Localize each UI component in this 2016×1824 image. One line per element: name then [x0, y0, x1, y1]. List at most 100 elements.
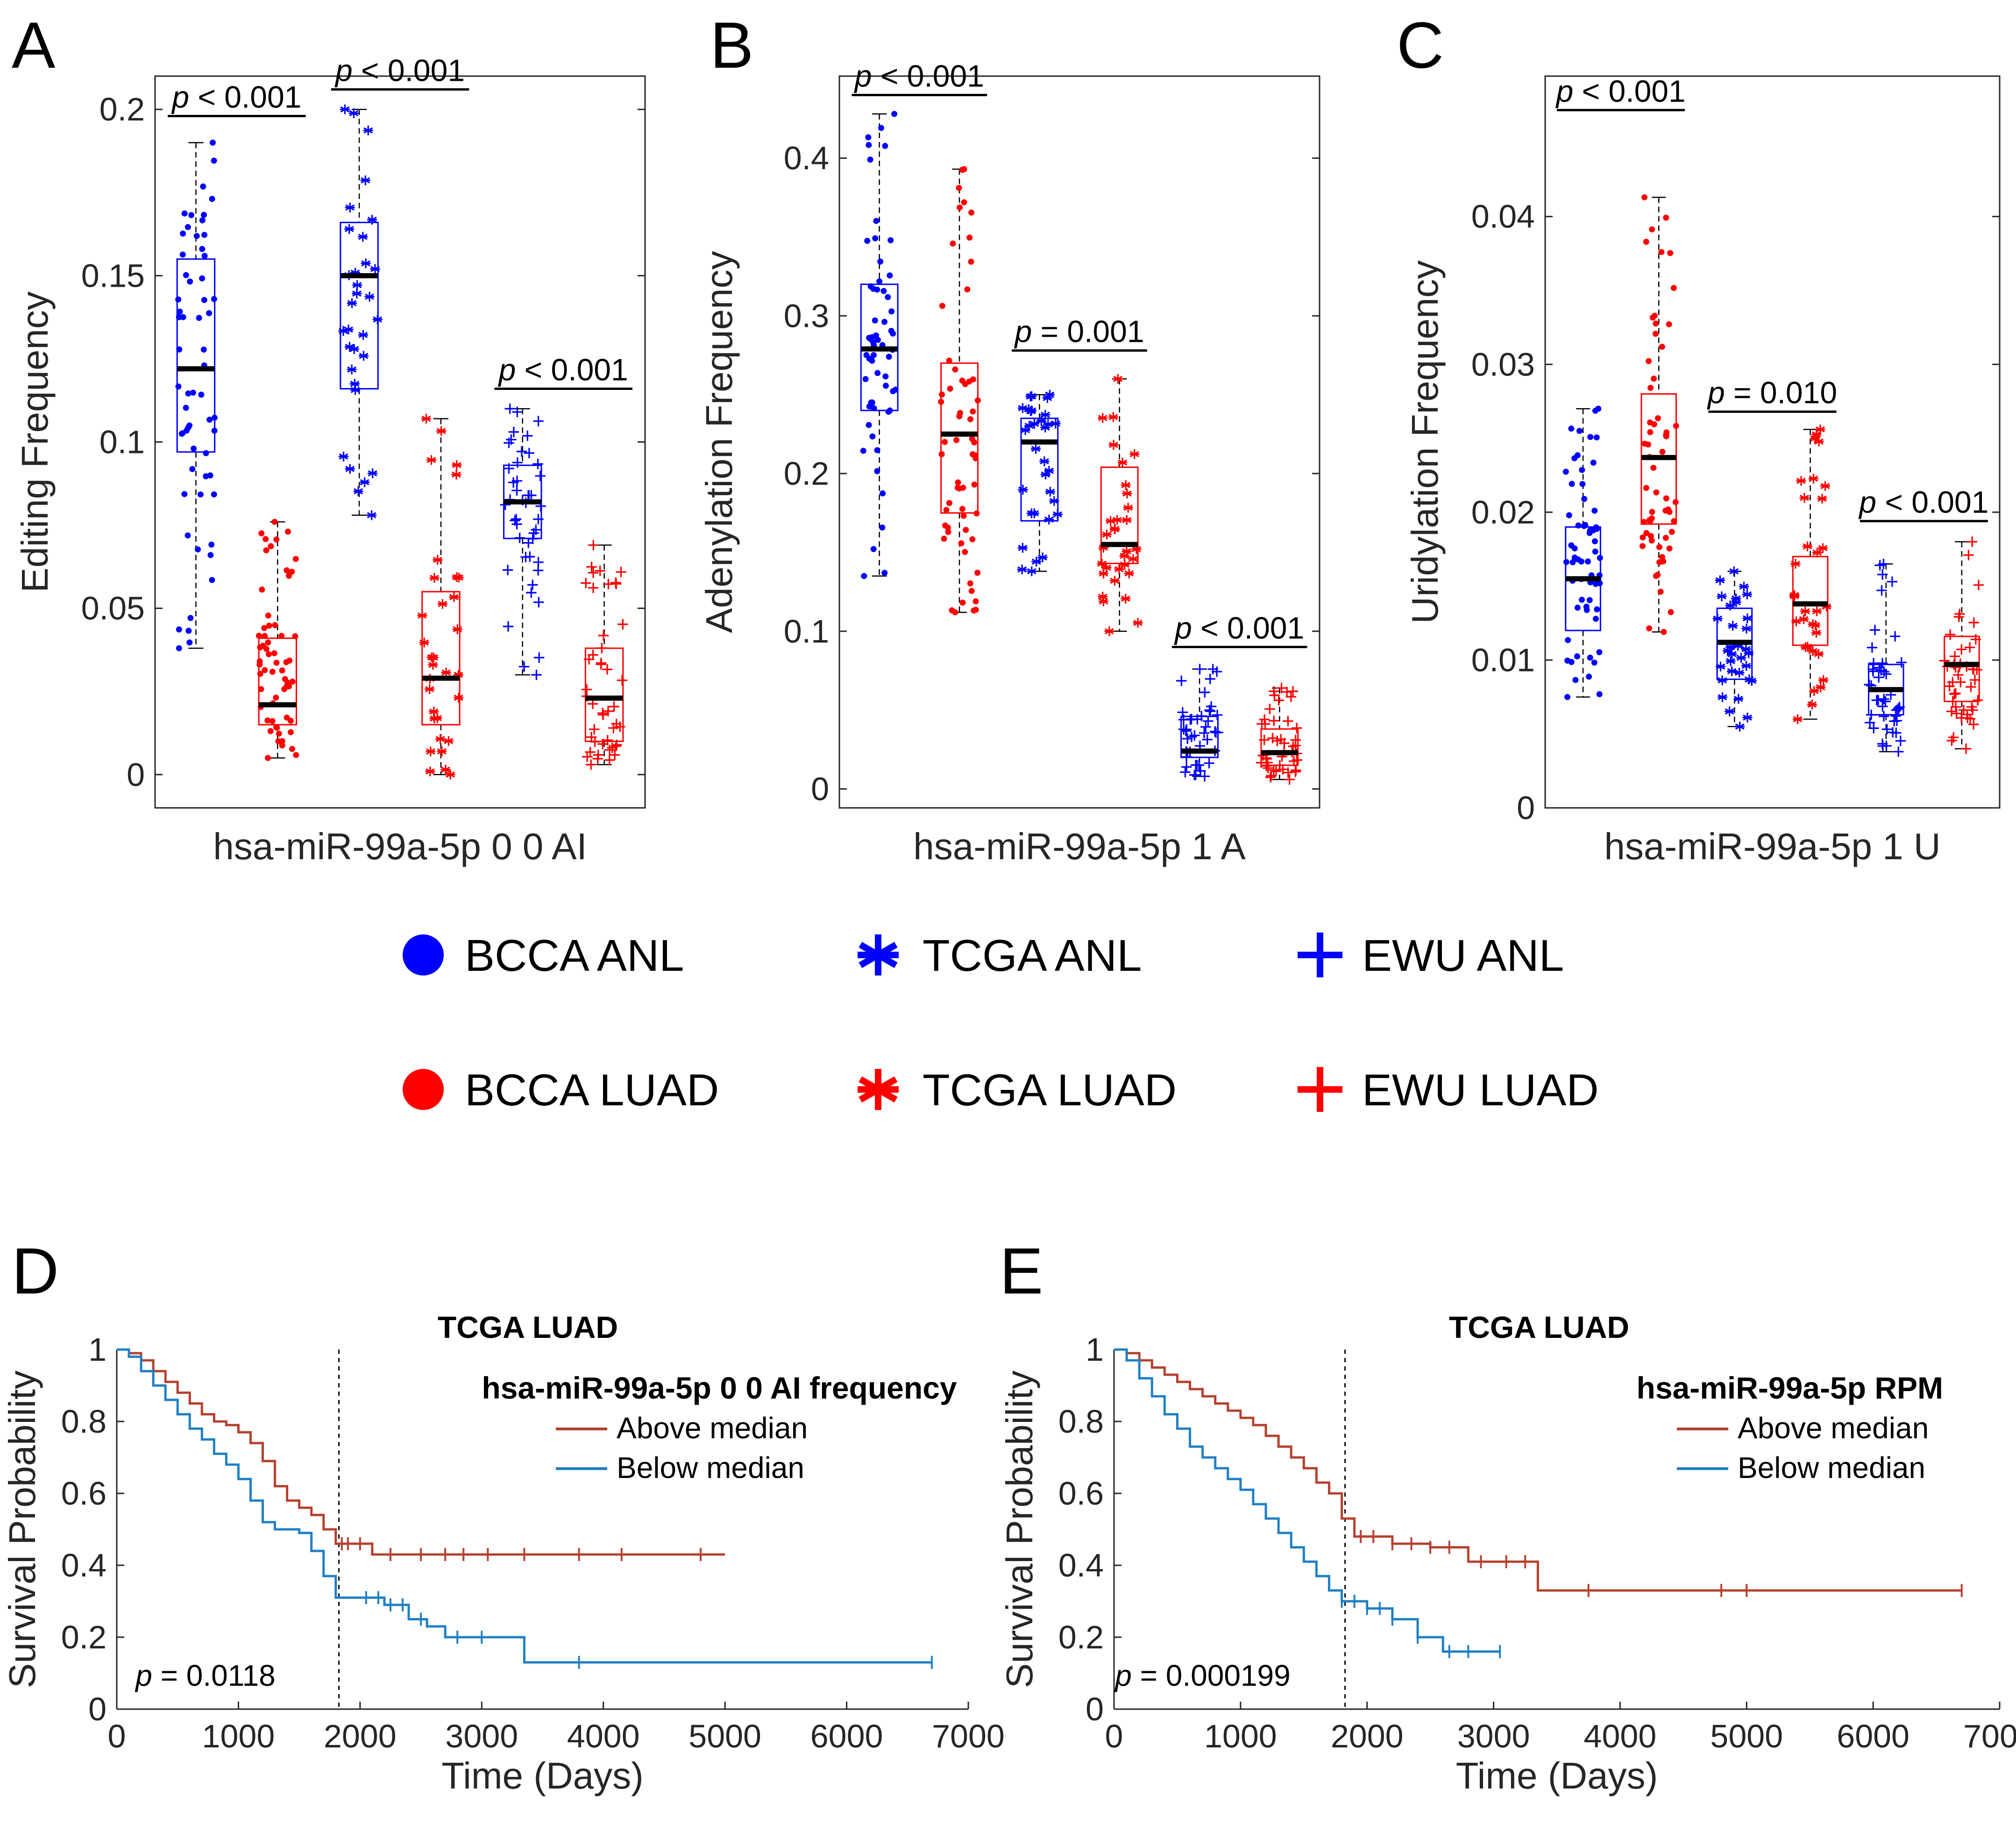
data-point — [350, 385, 361, 395]
data-point — [1195, 765, 1206, 776]
data-point — [268, 543, 274, 550]
data-point — [209, 139, 216, 146]
data-point — [452, 572, 462, 582]
data-point — [1586, 597, 1593, 603]
data-point — [358, 351, 369, 361]
data-point — [946, 500, 952, 506]
data-point — [176, 314, 182, 320]
data-point — [289, 679, 296, 685]
data-point — [368, 468, 378, 479]
box-tcga-anl — [338, 104, 383, 520]
data-point — [961, 199, 967, 205]
data-point — [1972, 695, 1983, 706]
data-point — [588, 582, 599, 594]
data-point — [880, 490, 886, 497]
data-point — [1262, 757, 1273, 768]
panel-e: E TCGA LUAD 0 1000 2000 3000 4000 5000 6000 700 0 0… — [999, 1234, 2016, 1796]
data-point — [1656, 544, 1663, 551]
data-point — [945, 529, 951, 535]
data-point — [1891, 705, 1902, 715]
y-tick-label: 0.05 — [81, 590, 145, 627]
data-point — [206, 417, 213, 423]
box-tcga-anl — [1017, 389, 1063, 576]
data-point — [512, 457, 523, 468]
data-point — [1717, 591, 1727, 601]
data-point — [1052, 509, 1063, 520]
data-point — [1666, 321, 1672, 328]
data-point — [175, 383, 182, 390]
y-tick-label: 0.8 — [1058, 1403, 1104, 1440]
data-point — [869, 357, 875, 364]
data-point — [1274, 760, 1285, 771]
y-tick-label: 0.4 — [784, 140, 829, 177]
x-tick-label: 7000 — [932, 1718, 1005, 1754]
x-axis-label: hsa-miR-99a-5p 1 U — [1604, 826, 1940, 867]
data-point — [1098, 596, 1108, 607]
data-point — [602, 664, 613, 675]
data-point — [1946, 706, 1957, 717]
data-point — [190, 389, 196, 396]
data-point — [180, 230, 186, 237]
y-tick-label: 0.15 — [81, 257, 145, 294]
data-point — [1182, 733, 1193, 744]
data-point — [957, 410, 963, 416]
data-point — [533, 597, 544, 608]
data-point — [959, 167, 965, 173]
y-axis-label: Adenylation Frequency — [698, 251, 740, 633]
data-point — [1124, 568, 1134, 579]
data-point — [1729, 566, 1739, 576]
data-point — [970, 376, 976, 382]
data-point — [176, 346, 183, 353]
data-point — [1812, 606, 1822, 616]
data-point — [870, 546, 877, 552]
data-point — [1799, 493, 1810, 503]
data-point — [1653, 573, 1659, 579]
panel-d: D TCGA LUAD 0 1000 2000 3000 4000 5000 6000 7000 0… — [1, 1234, 1005, 1796]
data-point — [1878, 693, 1889, 705]
data-point — [1653, 489, 1660, 495]
data-point — [185, 532, 191, 539]
data-point — [429, 707, 439, 717]
box-iqr — [1020, 417, 1059, 522]
data-point — [968, 258, 974, 265]
data-point — [1808, 474, 1818, 484]
data-point — [938, 451, 945, 458]
data-point — [1594, 606, 1600, 613]
y-tick-label: 0.4 — [61, 1547, 106, 1584]
data-point — [1031, 444, 1041, 454]
data-point — [1272, 735, 1283, 746]
data-point — [421, 414, 431, 424]
data-point — [506, 434, 517, 445]
data-point — [522, 431, 533, 441]
data-point — [200, 212, 207, 218]
x-axis-label: Time (Days) — [1456, 1755, 1658, 1796]
data-point — [533, 514, 544, 525]
data-point — [186, 639, 193, 646]
data-point — [589, 724, 600, 735]
data-point — [1647, 517, 1653, 523]
data-point — [1098, 413, 1108, 423]
data-point — [588, 567, 599, 578]
data-point — [211, 157, 217, 164]
data-point — [1123, 502, 1133, 513]
data-point — [271, 518, 278, 525]
data-point — [259, 587, 265, 593]
data-point — [1807, 700, 1817, 710]
box-tcga-luad — [1789, 424, 1831, 724]
data-point — [1049, 496, 1059, 506]
data-point — [1113, 374, 1123, 384]
data-point — [265, 639, 271, 646]
data-point — [1668, 529, 1675, 535]
y-axis-label: Uridylation Frequency — [1404, 260, 1446, 623]
legend-item-bcca-anl: BCCA ANL — [403, 931, 684, 981]
data-point — [943, 507, 950, 513]
data-point — [617, 675, 628, 686]
data-point — [1108, 440, 1119, 450]
data-point — [1733, 694, 1744, 704]
data-point — [596, 643, 607, 654]
data-point — [969, 536, 976, 543]
data-point — [1563, 559, 1569, 566]
data-point — [532, 459, 543, 469]
data-point — [1101, 563, 1112, 573]
x-tick-label: 3000 — [1457, 1718, 1530, 1754]
